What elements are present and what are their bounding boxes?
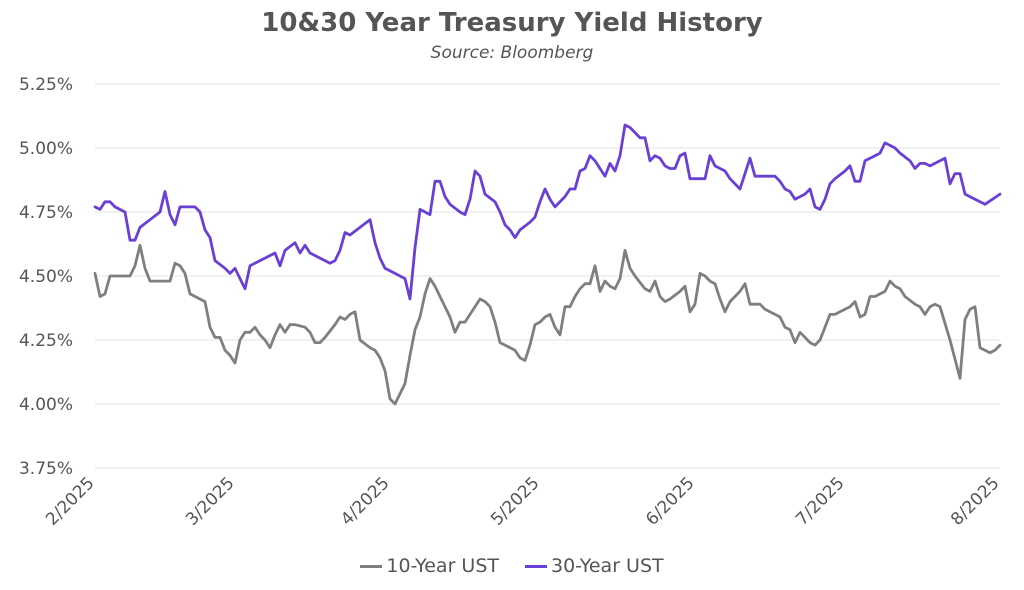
legend-swatch-30-year (525, 564, 547, 568)
legend-label-30-year: 30-Year UST (551, 555, 664, 577)
x-tick-label: 8/2025 (947, 473, 1003, 529)
x-tick-label: 3/2025 (182, 473, 238, 529)
y-tick-label: 4.00% (19, 395, 73, 415)
x-tick-label: 5/2025 (487, 473, 543, 529)
y-tick-label: 5.25% (19, 75, 73, 95)
y-axis-ticks: 3.75% 4.00% 4.25% 4.50% 4.75% 5.00% 5.25% (19, 75, 73, 479)
series-lines (93, 123, 1002, 406)
x-axis-ticks: 2/2025 3/2025 4/2025 5/2025 6/2025 7/2025 8/20… (42, 473, 1003, 529)
x-tick-label: 7/2025 (792, 473, 848, 529)
legend-item-10-year: 10-Year UST (360, 555, 499, 577)
y-tick-label: 4.50% (19, 267, 73, 287)
legend-swatch-10-year (360, 564, 383, 568)
legend-label-10-year: 10-Year UST (386, 555, 499, 577)
gridlines (95, 83, 1000, 469)
y-tick-label: 4.25% (19, 331, 73, 351)
y-tick-label: 5.00% (19, 139, 73, 159)
chart-title: 10&30 Year Treasury Yield History (261, 8, 763, 38)
y-tick-label: 4.75% (19, 203, 73, 223)
series-line-30-year (93, 123, 1002, 301)
x-tick-label: 6/2025 (642, 473, 698, 529)
series-line-10-year (93, 243, 1002, 406)
legend: 10-Year UST 30-Year UST (0, 555, 1024, 577)
x-tick-label: 4/2025 (337, 473, 393, 529)
chart-subtitle: Source: Bloomberg (430, 43, 594, 63)
x-tick-label: 2/2025 (42, 473, 98, 529)
legend-item-30-year: 30-Year UST (525, 555, 664, 577)
y-tick-label: 3.75% (19, 459, 73, 479)
